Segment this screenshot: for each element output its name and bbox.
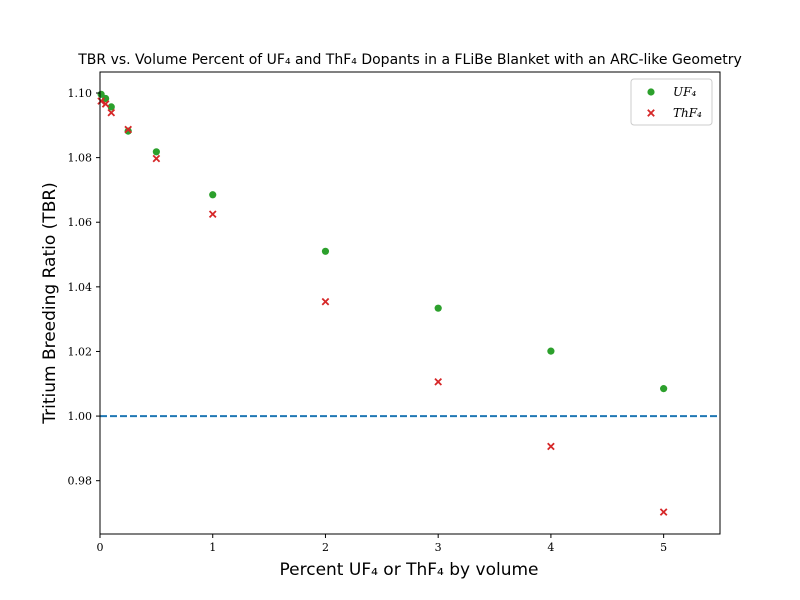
y-tick-label: 1.04 [68,281,93,294]
x-tick-label: 5 [660,541,667,554]
data-point-circle [102,94,110,103]
y-tick-label: 1.08 [68,152,93,165]
legend-label: UF₄ [673,85,696,99]
y-axis-label: Tritium Breeding Ratio (TBR) [40,182,60,425]
data-point-x [101,100,110,108]
data-point-circle [97,90,105,98]
data-point-x [659,508,668,516]
data-point-circle [107,103,115,111]
y-tick-label: 0.98 [68,475,93,488]
legend-marker [647,109,655,117]
y-tick-label: 1.10 [68,87,93,100]
x-axis: 0 1 2 3 4 5 [97,534,667,554]
data-point-circle [321,247,330,255]
data-point-x [97,97,105,105]
data-point-x [547,442,555,451]
plot-area [97,90,720,516]
chart-title: TBR vs. Volume Percent of UF₄ and ThF₄ D… [77,52,742,68]
x-axis-label: Percent UF₄ or ThF₄ by volume [280,560,539,580]
data-point-circle [152,148,160,156]
series-0 [97,90,668,393]
legend: UF₄ ThF₄ [630,78,713,126]
data-point-circle [660,385,668,393]
series-1 [97,97,668,516]
data-point-x [321,297,330,306]
data-point-x [208,210,217,218]
x-tick-label: 4 [547,541,554,554]
y-tick-label: 1.00 [68,410,93,423]
y-axis: 0.98 1.00 1.02 1.04 1.06 1.08 1.10 [68,87,100,488]
data-point-x [152,154,161,163]
data-point-x [107,108,116,117]
data-point-circle [434,304,442,312]
y-tick-label: 1.06 [68,216,93,229]
legend-label: ThF₄ [673,106,702,120]
x-tick-label: 3 [435,541,442,554]
data-point-circle [124,127,132,135]
data-point-circle [547,347,555,355]
x-tick-label: 1 [209,541,216,554]
x-tick-label: 0 [97,541,104,554]
data-point-x [434,377,443,386]
x-tick-label: 2 [322,541,329,554]
legend-marker [647,88,655,96]
data-point-x [124,125,133,134]
data-point-circle [209,191,217,199]
plot-frame [99,71,721,535]
y-tick-label: 1.02 [68,345,93,358]
